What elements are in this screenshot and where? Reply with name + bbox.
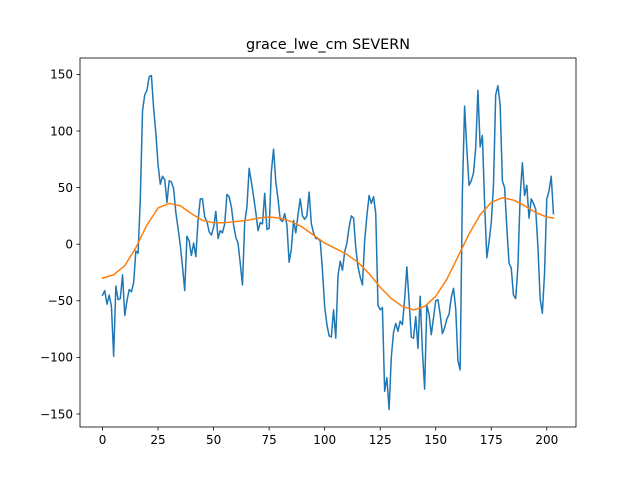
x-tick-label: 150 [424, 433, 447, 447]
x-tick-label: 75 [261, 433, 276, 447]
series-line-1 [101, 74, 555, 411]
x-tick-label: 125 [369, 433, 392, 447]
x-tick-label: 50 [206, 433, 221, 447]
x-tick-label: 200 [535, 433, 558, 447]
y-tick-label: 50 [58, 181, 73, 195]
series-line-2 [101, 197, 555, 311]
y-tick-label: −100 [40, 351, 73, 365]
x-tick-label: 25 [150, 433, 165, 447]
x-tick-label: 175 [480, 433, 503, 447]
y-tick-label: −150 [40, 407, 73, 421]
series-layer [101, 74, 555, 411]
x-tick-label: 100 [313, 433, 336, 447]
x-tick-label: 0 [99, 433, 107, 447]
y-tick-label: 150 [50, 68, 73, 82]
x-axis: 0 25 50 75 100 125 150 175 200 [99, 427, 558, 447]
y-axis: −150 −100 −50 0 50 100 150 [40, 68, 80, 421]
plot-frame [79, 57, 577, 428]
chart-title: grace_lwe_cm SEVERN [246, 37, 410, 53]
y-tick-label: 100 [50, 124, 73, 138]
y-tick-label: 0 [65, 237, 73, 251]
y-tick-label: −50 [48, 294, 73, 308]
